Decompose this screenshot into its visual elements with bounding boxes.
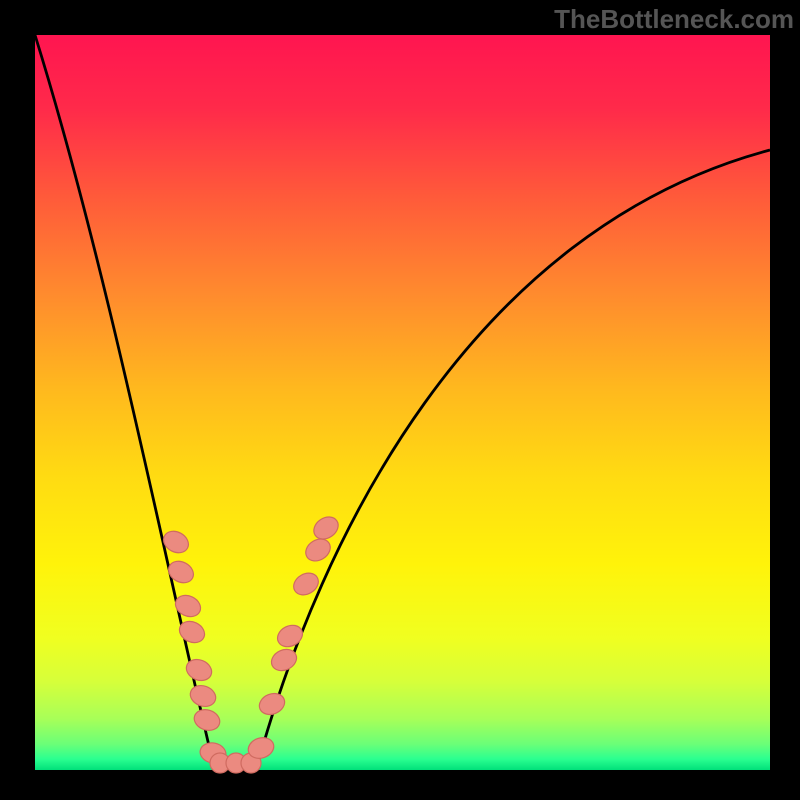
watermark-text: TheBottleneck.com [554,4,794,35]
chart-stage: TheBottleneck.com [0,0,800,800]
plot-gradient-background [35,35,770,770]
